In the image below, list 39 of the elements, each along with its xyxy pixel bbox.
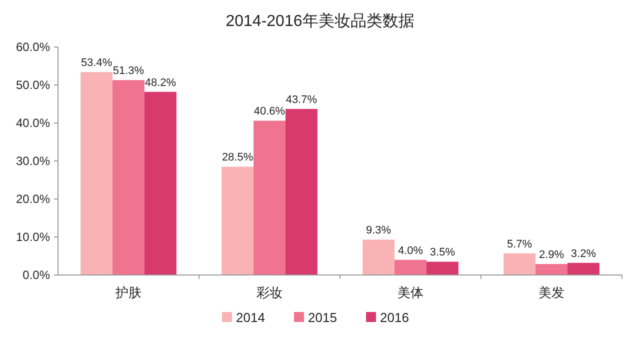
data-label: 53.4% <box>80 57 112 70</box>
x-tick-label: 彩妆 <box>256 285 282 300</box>
data-label: 9.3% <box>366 224 392 237</box>
y-tick-label: 0.0% <box>22 268 50 282</box>
bar <box>222 166 254 275</box>
y-tick-label: 60.0% <box>16 40 50 54</box>
data-label: 3.5% <box>430 246 456 259</box>
bar <box>567 262 600 275</box>
legend-label: 2016 <box>380 310 409 325</box>
data-label: 48.2% <box>144 76 176 89</box>
data-label: 40.6% <box>254 106 286 118</box>
data-label: 3.2% <box>570 248 596 260</box>
y-tick-label: 40.0% <box>16 116 50 130</box>
chart-title: 2014-2016年美妆品类数据 <box>226 12 414 30</box>
y-tick-label: 20.0% <box>16 192 50 206</box>
bar <box>80 72 113 275</box>
data-label: 51.3% <box>112 65 144 78</box>
bar <box>536 264 568 275</box>
y-tick-label: 30.0% <box>16 154 50 168</box>
x-tick-label: 护肤 <box>114 285 142 300</box>
y-tick-label: 10.0% <box>16 230 50 244</box>
x-tick-label: 美发 <box>538 285 564 300</box>
data-label: 5.7% <box>507 238 532 250</box>
legend-label: 2014 <box>236 310 265 325</box>
bar <box>254 120 286 275</box>
bar <box>426 262 458 275</box>
bar <box>112 80 144 275</box>
bar <box>504 253 536 275</box>
bar <box>362 240 395 275</box>
data-label: 2.9% <box>538 248 564 261</box>
data-label: 4.0% <box>398 244 424 257</box>
data-label: 43.7% <box>286 94 318 106</box>
bar <box>144 92 176 275</box>
bar <box>394 260 426 275</box>
x-tick-label: 美体 <box>398 285 424 300</box>
legend-label: 2015 <box>308 310 337 325</box>
y-tick-label: 50.0% <box>16 78 50 92</box>
bar <box>285 108 318 275</box>
data-label: 28.5% <box>222 152 254 164</box>
